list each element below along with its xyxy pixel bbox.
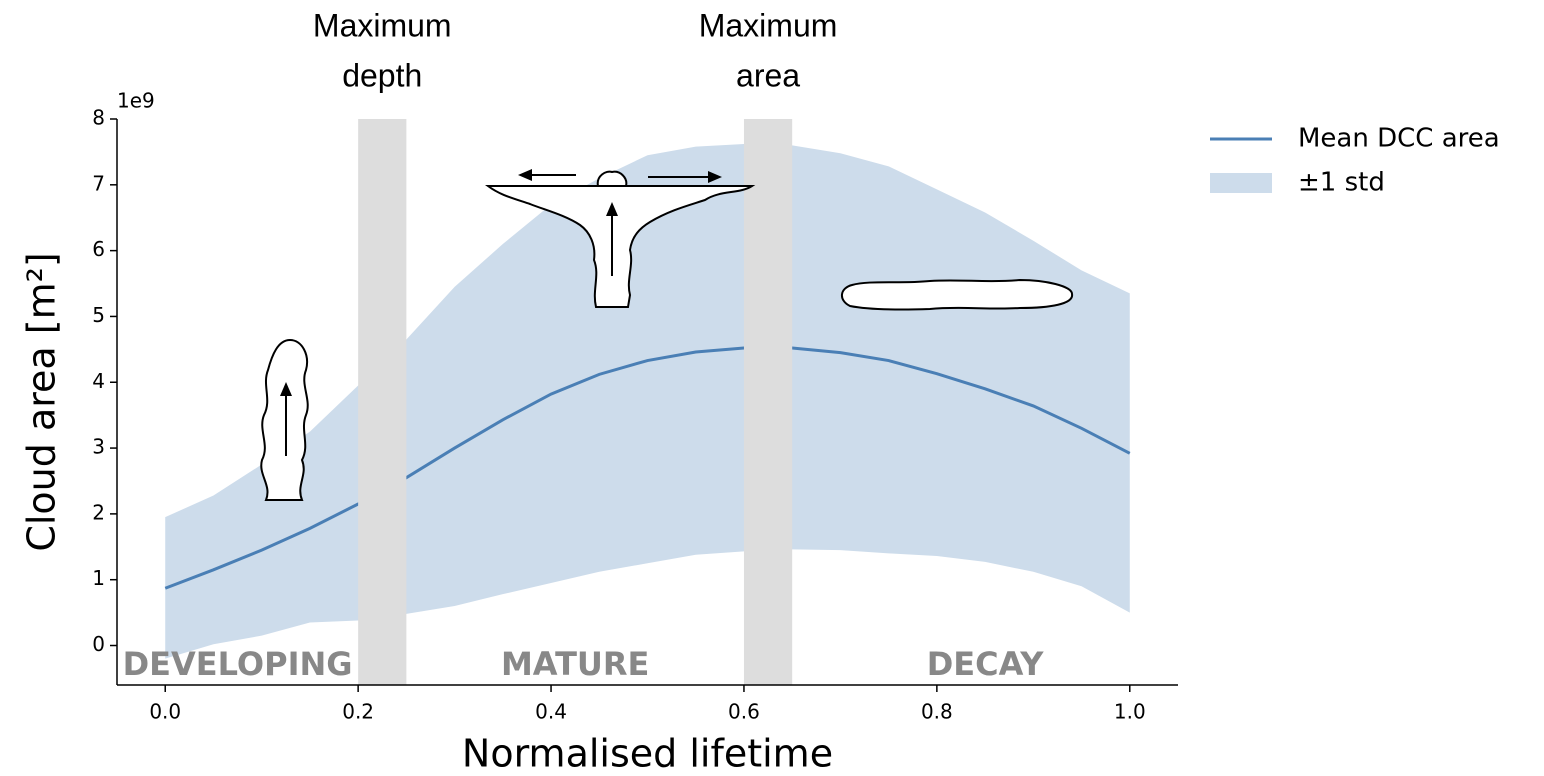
- arrowhead: [280, 382, 292, 396]
- y-tick-label: 0: [92, 632, 105, 656]
- phase-label: DECAY: [927, 645, 1045, 683]
- x-tick-label: 0.2: [342, 700, 374, 724]
- x-tick-label: 0.8: [921, 700, 953, 724]
- marker-label: Maximum: [699, 7, 838, 43]
- phase-label: DEVELOPING: [123, 645, 353, 683]
- x-axis-label: Normalised lifetime: [462, 732, 833, 776]
- legend-label: ±1 std: [1298, 168, 1385, 198]
- std-band: [165, 144, 1130, 659]
- mean-line: [164, 346, 1131, 590]
- y-tick-label: 2: [92, 500, 105, 524]
- arrowhead: [518, 169, 532, 181]
- x-tick-label: 1.0: [1114, 700, 1146, 724]
- x-tick-label: 0.0: [149, 700, 181, 724]
- mature-cloud: [484, 170, 756, 308]
- y-tick-label: 3: [92, 435, 105, 459]
- y-tick-label: 8: [92, 106, 105, 130]
- developing-cloud: [260, 338, 309, 501]
- arrowhead: [708, 171, 722, 183]
- plot-area: DEVELOPING MATURE DECAY: [123, 119, 1131, 685]
- y-tick-label: 4: [92, 369, 105, 393]
- x-tick-label: 0.6: [728, 700, 760, 724]
- legend-label: Mean DCC area: [1298, 124, 1500, 154]
- legend-patch: [1210, 173, 1272, 193]
- arrowhead: [606, 202, 618, 216]
- marker-label: area: [736, 57, 800, 93]
- y-tick-label: 5: [92, 303, 105, 327]
- y-offset: 1e9: [117, 89, 155, 113]
- y-axis-label: Cloud area [m²]: [20, 252, 64, 551]
- y-tick-label: 1: [92, 566, 105, 590]
- phase-marker: [358, 119, 407, 685]
- phase-label: MATURE: [501, 645, 649, 683]
- phase-marker: [743, 119, 793, 685]
- x-tick-label: 0.4: [535, 700, 567, 724]
- decay-cloud: [841, 278, 1074, 311]
- legend: Mean DCC area ±1 std: [1210, 124, 1500, 198]
- y-tick-label: 6: [92, 237, 105, 261]
- marker-label: Maximum: [313, 7, 452, 43]
- marker-label: depth: [342, 57, 422, 93]
- cloud-icons: [260, 169, 1074, 501]
- y-tick-label: 7: [92, 171, 105, 195]
